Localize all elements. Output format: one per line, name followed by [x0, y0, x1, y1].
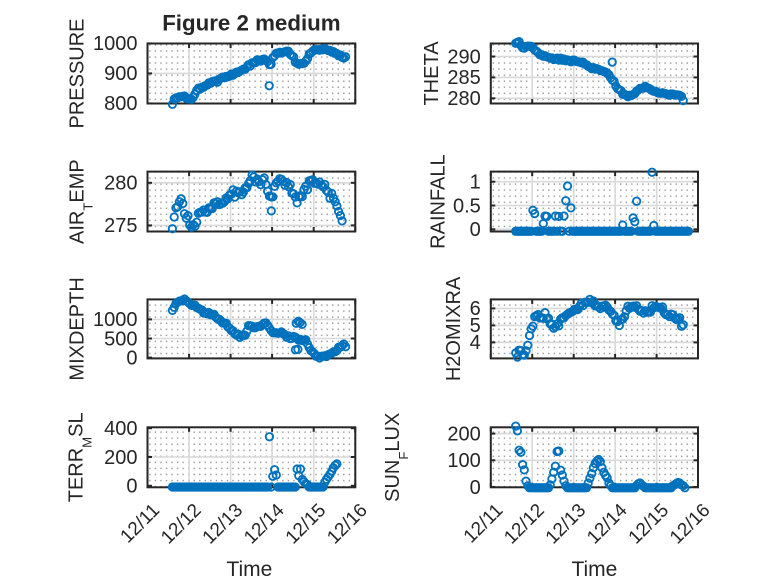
svg-text:Time: Time	[571, 558, 617, 581]
svg-text:MIXDEPTH: MIXDEPTH	[67, 277, 89, 380]
svg-text:500: 500	[104, 328, 137, 350]
svg-text:6: 6	[470, 298, 481, 320]
svg-text:0: 0	[126, 347, 137, 369]
svg-text:280: 280	[104, 173, 137, 195]
svg-text:4: 4	[470, 332, 481, 354]
svg-text:200: 200	[447, 423, 480, 445]
svg-text:Time: Time	[226, 558, 272, 581]
svg-text:100: 100	[447, 450, 480, 472]
svg-text:0: 0	[470, 477, 481, 499]
svg-text:1: 1	[470, 172, 481, 194]
svg-text:THETA: THETA	[421, 41, 443, 106]
svg-text:Figure 2 medium: Figure 2 medium	[162, 11, 340, 36]
svg-text:200: 200	[104, 447, 137, 469]
svg-text:5: 5	[470, 315, 481, 337]
svg-text:H2OMIXRA: H2OMIXRA	[443, 276, 465, 381]
svg-text:0.5: 0.5	[453, 195, 481, 217]
svg-text:1000: 1000	[93, 309, 138, 331]
svg-text:285: 285	[447, 67, 480, 89]
svg-text:1000: 1000	[93, 33, 138, 55]
svg-text:PRESSURE: PRESSURE	[67, 18, 89, 128]
svg-text:900: 900	[104, 63, 137, 85]
svg-text:0: 0	[126, 476, 137, 498]
svg-text:400: 400	[104, 418, 137, 440]
svg-text:0: 0	[470, 219, 481, 241]
svg-text:SUNF​LUX: SUNF​LUX	[382, 413, 411, 502]
svg-text:TERRM​SL: TERRM​SL	[66, 412, 95, 502]
svg-text:RAINFALL: RAINFALL	[428, 154, 450, 248]
svg-text:AIRT​EMP: AIRT​EMP	[67, 159, 96, 244]
svg-text:290: 290	[447, 46, 480, 68]
svg-text:800: 800	[104, 93, 137, 115]
svg-text:275: 275	[104, 215, 137, 237]
svg-text:280: 280	[447, 88, 480, 110]
